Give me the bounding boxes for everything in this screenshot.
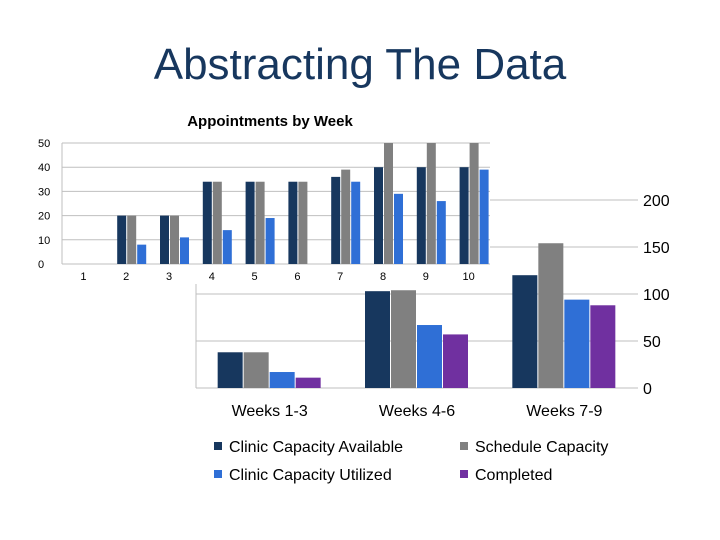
bar xyxy=(127,215,137,264)
legend-entry: Clinic Capacity Available xyxy=(214,439,403,456)
bar xyxy=(243,352,269,388)
bar xyxy=(436,201,446,264)
bar xyxy=(298,181,308,264)
y-tick-label: 0 xyxy=(643,381,652,398)
x-tick-label: 3 xyxy=(166,271,172,283)
y-tick-label: 20 xyxy=(38,211,50,223)
legend-swatch xyxy=(214,442,222,450)
bar xyxy=(160,215,169,264)
bar xyxy=(512,275,538,388)
bar xyxy=(180,237,189,264)
bar xyxy=(255,181,265,264)
bar xyxy=(443,334,468,388)
legend-entry: Completed xyxy=(460,467,552,484)
x-tick-label: 6 xyxy=(294,271,300,283)
x-tick-label: 1 xyxy=(80,271,86,283)
x-tick-label: 7 xyxy=(337,271,343,283)
legend-label: Clinic Capacity Available xyxy=(229,439,403,456)
bar xyxy=(384,143,393,264)
bar xyxy=(265,218,275,264)
y-tick-label: 10 xyxy=(38,235,50,247)
bar xyxy=(117,215,127,264)
x-tick-label: 9 xyxy=(423,271,429,283)
bar xyxy=(416,167,426,264)
bar xyxy=(426,143,436,264)
x-tick-label: 4 xyxy=(209,271,215,283)
legend-swatch xyxy=(214,470,222,478)
chart-appointments-by-week: Appointments by Week 0 10 20 30 40 50 1 2 3 4 5 6 7 8 9… xyxy=(38,113,490,284)
y-tick-label: 50 xyxy=(643,334,661,351)
bar xyxy=(341,169,351,264)
x-tick-label: 10 xyxy=(462,271,474,283)
legend-swatch xyxy=(460,470,468,478)
bar xyxy=(365,291,390,388)
bar xyxy=(394,193,403,264)
bar xyxy=(417,325,442,388)
bar xyxy=(590,305,616,388)
bar xyxy=(564,299,590,388)
bar xyxy=(217,352,243,388)
bar xyxy=(479,169,489,264)
y-tick-label: 30 xyxy=(38,186,50,198)
bar xyxy=(374,167,383,264)
bar xyxy=(351,181,361,264)
legend-swatch xyxy=(460,442,468,450)
bar xyxy=(295,377,321,388)
bar xyxy=(222,230,232,264)
chart-title: Appointments by Week xyxy=(187,113,353,130)
x-tick-label: Weeks 7-9 xyxy=(526,403,602,420)
bar xyxy=(469,143,479,264)
bar xyxy=(245,181,255,264)
y-tick-label: 150 xyxy=(643,240,670,257)
legend-label: Completed xyxy=(475,467,552,484)
y-tick-label: 0 xyxy=(38,259,44,271)
y-tick-label: 100 xyxy=(643,287,670,304)
slide-title: Abstracting The Data xyxy=(153,40,567,89)
bar xyxy=(202,181,212,264)
bar xyxy=(391,290,416,388)
bar xyxy=(212,181,222,264)
bar xyxy=(269,372,295,388)
bar xyxy=(538,243,564,388)
bar xyxy=(137,244,147,264)
bar xyxy=(170,215,179,264)
x-tick-label: 8 xyxy=(380,271,386,283)
x-tick-label: Weeks 4-6 xyxy=(379,403,455,420)
bar xyxy=(331,176,341,264)
legend-entry: Clinic Capacity Utilized xyxy=(214,467,392,484)
y-tick-label: 50 xyxy=(38,138,50,150)
x-tick-label: 5 xyxy=(252,271,258,283)
x-tick-label: 2 xyxy=(123,271,129,283)
x-tick-label: Weeks 1-3 xyxy=(232,403,308,420)
bar xyxy=(459,167,469,264)
bar xyxy=(288,181,298,264)
y-tick-label: 200 xyxy=(643,193,670,210)
legend-entry: Schedule Capacity xyxy=(460,439,608,456)
legend-label: Schedule Capacity xyxy=(475,439,608,456)
y-tick-label: 40 xyxy=(38,162,50,174)
legend-label: Clinic Capacity Utilized xyxy=(229,467,392,484)
